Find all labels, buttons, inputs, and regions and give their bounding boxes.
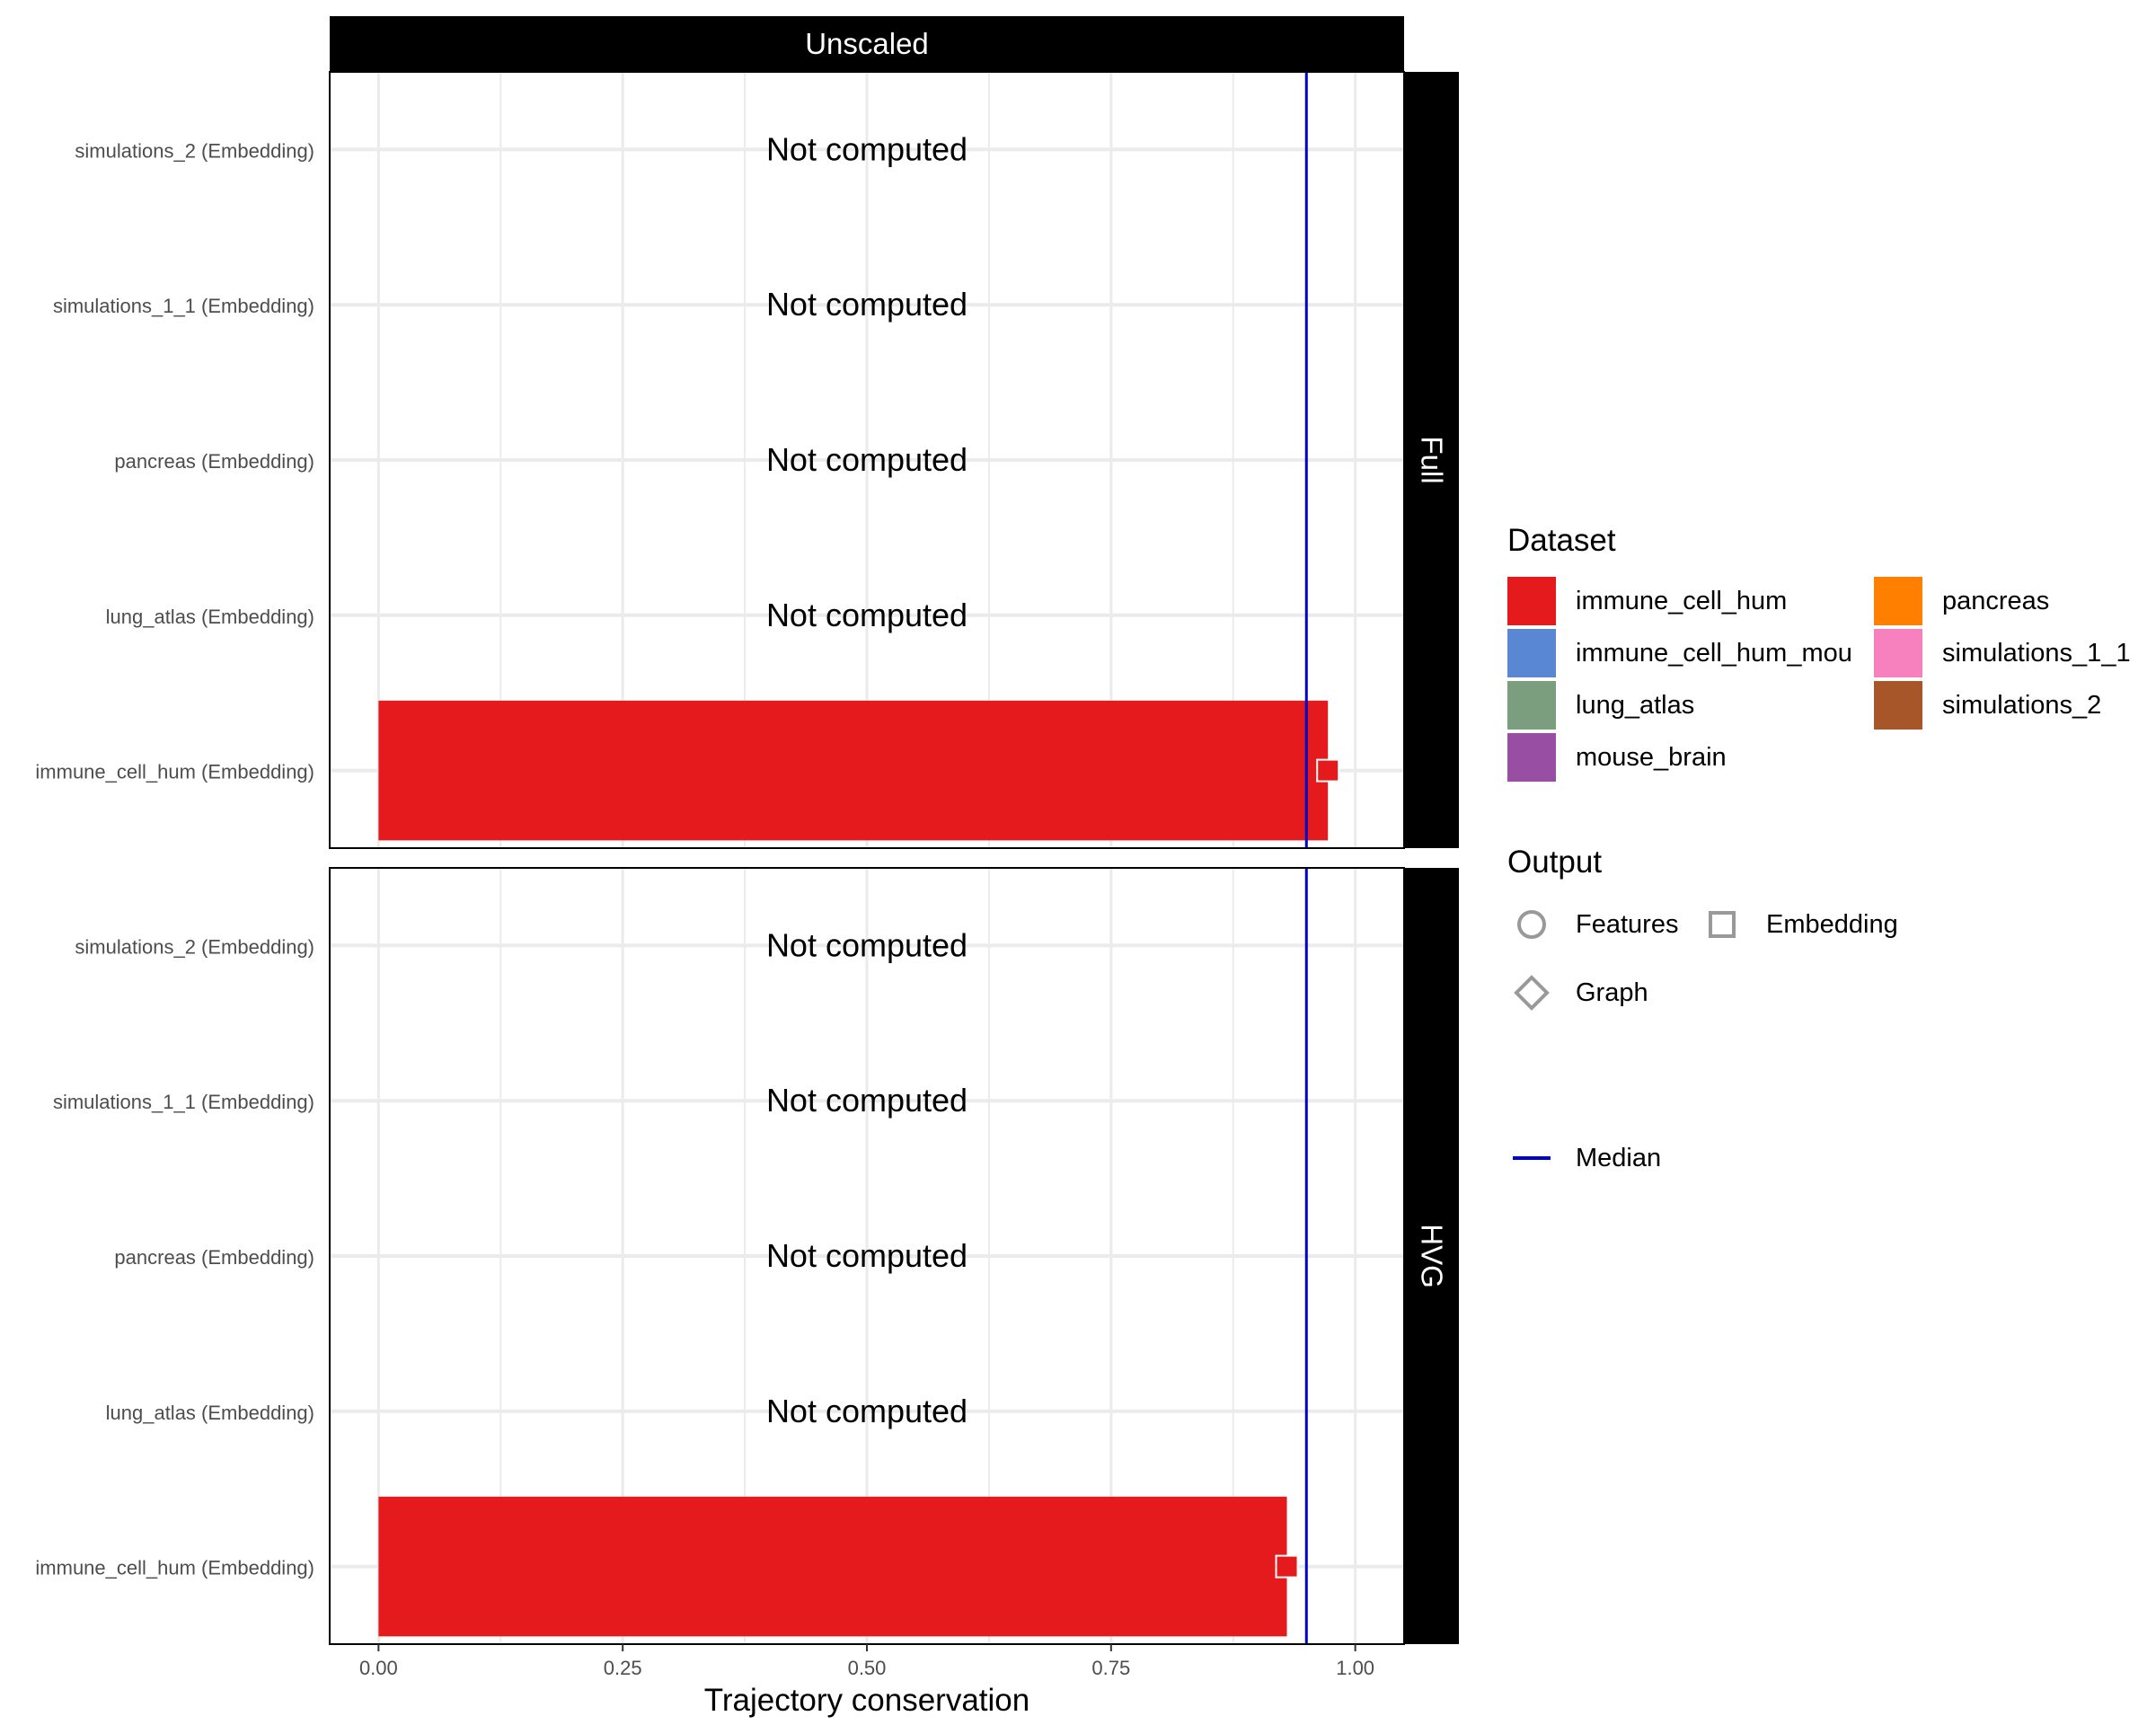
y-tick-label: pancreas (Embedding) [114,1246,314,1269]
legend-item-pancreas: pancreas [1874,577,2049,625]
y-tick-label: simulations_2 (Embedding) [75,139,314,162]
legend-label: simulations_2 [1942,690,2102,720]
not-computed-label: Not computed [766,1082,968,1119]
swatch-immune-cell-hum-mou [1507,629,1556,677]
median-line-icon [1507,1134,1556,1182]
x-tick-label: 1.00 [1336,1657,1374,1679]
swatch-pancreas [1874,577,1922,625]
legend-item-embedding: Embedding [1698,900,1898,949]
legend-item-median: Median [1507,1134,1661,1182]
legend-item-simulations-1-1: simulations_1_1 [1874,629,2131,677]
diamond-icon [1507,969,1556,1017]
not-computed-label: Not computed [766,286,968,323]
x-axis-title: Trajectory conservation [704,1683,1029,1718]
legend-item-features: Features [1507,900,1678,949]
legend-label: Graph [1576,978,1648,1007]
x-tick-label: 0.50 [848,1657,887,1679]
not-computed-label: Not computed [766,1237,968,1274]
y-tick-label: immune_cell_hum (Embedding) [35,761,314,783]
legend-label: simulations_1_1 [1942,638,2131,668]
y-tick-label: pancreas (Embedding) [114,450,314,473]
output-legend: Output Features Embedding Graph [1507,845,2136,1024]
legend-item-simulations-2: simulations_2 [1874,681,2101,730]
swatch-simulations-1-1 [1874,629,1922,677]
legend-item-mouse-brain: mouse_brain [1507,733,1727,782]
legend-label: pancreas [1942,586,2050,615]
swatch-lung-atlas [1507,681,1556,730]
row-strip-label: HVG [1416,1224,1449,1288]
circle-icon [1507,900,1556,949]
legend-label: mouse_brain [1576,742,1727,772]
legend-item-graph: Graph [1507,969,1648,1017]
legend-label: Median [1576,1143,1662,1172]
square-icon [1698,900,1746,949]
not-computed-label: Not computed [766,441,968,478]
not-computed-label: Not computed [766,1393,968,1429]
row-strip-label: Full [1416,436,1449,483]
y-tick-label: simulations_2 (Embedding) [75,935,314,958]
embedding-point [1275,1554,1299,1579]
column-strip-label: Unscaled [805,27,929,60]
not-computed-label: Not computed [766,130,968,167]
row-strip [1404,868,1459,1644]
not-computed-label: Not computed [766,597,968,633]
not-computed-label: Not computed [766,926,968,963]
swatch-immune-cell-hum [1507,577,1556,625]
bar [378,1496,1287,1637]
legend-label: immune_cell_hum_mou [1576,638,1852,668]
legend-item-immune-cell-hum: immune_cell_hum [1507,577,1787,625]
dataset-legend: Dataset immune_cell_hum immune_cell_hum_… [1507,523,2136,792]
y-tick-label: immune_cell_hum (Embedding) [35,1557,314,1579]
embedding-point [1316,758,1340,783]
swatch-simulations-2 [1874,681,1922,730]
x-tick-label: 0.75 [1091,1657,1130,1679]
legend-label: lung_atlas [1576,690,1695,720]
swatch-mouse-brain [1507,733,1556,782]
legend-label: immune_cell_hum [1576,586,1788,615]
legend-item-immune-cell-hum-mou: immune_cell_hum_mou [1507,629,1852,677]
dataset-legend-title: Dataset [1507,523,1616,558]
legend-item-lung-atlas: lung_atlas [1507,681,1694,730]
bar [378,700,1329,841]
legend-label: Features [1576,909,1679,939]
x-tick-label: 0.25 [604,1657,642,1679]
y-tick-label: simulations_1_1 (Embedding) [53,295,314,317]
y-tick-label: lung_atlas (Embedding) [106,606,314,628]
legend-label: Embedding [1766,909,1898,939]
x-tick-label: 0.00 [359,1657,398,1679]
y-tick-label: simulations_1_1 (Embedding) [53,1091,314,1113]
y-tick-label: lung_atlas (Embedding) [106,1402,314,1424]
column-strip [330,16,1404,72]
row-strip [1404,72,1459,848]
median-legend: Median [1507,1134,1867,1188]
output-legend-title: Output [1507,845,1603,880]
